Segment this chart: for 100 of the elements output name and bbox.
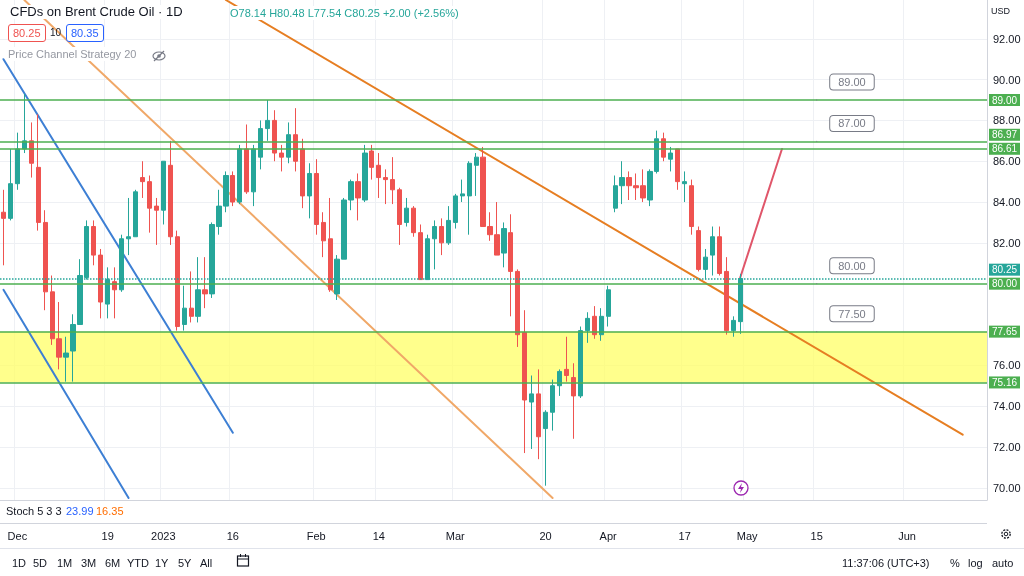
candlestick bbox=[453, 193, 458, 230]
candlestick bbox=[175, 230, 180, 332]
annotation: 77.50 bbox=[838, 307, 866, 320]
candlestick bbox=[536, 368, 541, 460]
candlestick bbox=[731, 315, 736, 338]
chart-title: CFDs on Brent Crude Oil · 1D bbox=[8, 4, 185, 19]
candlestick bbox=[390, 156, 395, 205]
text: 1M bbox=[57, 556, 73, 570]
candlestick bbox=[508, 213, 513, 317]
candlestick bbox=[15, 132, 20, 191]
text: 11:37:06 (UTC+3) bbox=[842, 556, 930, 570]
x-tick-label: 15 bbox=[810, 529, 823, 542]
candlestick bbox=[689, 179, 694, 236]
y-tick-label: 82.00 bbox=[993, 236, 1021, 249]
candlestick bbox=[98, 248, 103, 319]
candlestick bbox=[369, 144, 374, 181]
candlestick bbox=[1, 189, 6, 266]
candlestick bbox=[467, 160, 472, 236]
y-tick-label: 72.00 bbox=[993, 440, 1021, 453]
candlestick bbox=[112, 266, 117, 319]
text: 1Y bbox=[155, 556, 169, 570]
candlestick bbox=[328, 197, 333, 293]
candlestick bbox=[36, 113, 41, 232]
candlestick bbox=[578, 326, 583, 399]
candlestick bbox=[133, 189, 138, 238]
candlestick bbox=[522, 309, 527, 454]
y-tick-label: 70.00 bbox=[993, 481, 1021, 494]
candlestick bbox=[182, 285, 187, 332]
x-tick-label: 20 bbox=[539, 529, 552, 542]
text: 1D bbox=[12, 556, 27, 570]
candlestick bbox=[675, 148, 680, 191]
y-tick-label: 88.00 bbox=[993, 114, 1021, 127]
candlestick bbox=[606, 285, 611, 328]
x-tick-label: 14 bbox=[372, 529, 385, 542]
ref-line-label: 80.25 bbox=[992, 264, 1018, 276]
x-tick-label: Dec bbox=[7, 529, 28, 542]
text: All bbox=[200, 556, 213, 570]
text: auto bbox=[992, 556, 1014, 570]
candlestick bbox=[279, 144, 284, 172]
candlestick bbox=[383, 168, 388, 205]
annotation: Price Channel Strategy 20 bbox=[8, 47, 137, 61]
annotation: 80.00 bbox=[838, 259, 866, 272]
y-tick-label: 74.00 bbox=[993, 400, 1021, 413]
candlestick bbox=[321, 211, 326, 258]
annotation: 10 bbox=[50, 26, 62, 40]
text: Stoch 5 3 3 bbox=[6, 504, 62, 518]
candlestick bbox=[251, 144, 256, 207]
candlestick bbox=[682, 170, 687, 203]
candlestick bbox=[515, 268, 520, 348]
ref-line-label: 86.61 bbox=[992, 143, 1018, 155]
candlestick bbox=[550, 379, 555, 432]
candlestick bbox=[460, 179, 465, 203]
x-tick-label: Feb bbox=[306, 529, 326, 542]
candlestick bbox=[91, 219, 96, 266]
annotation: 89.00 bbox=[838, 76, 866, 88]
text: 3M bbox=[81, 556, 97, 570]
text: 23.99 bbox=[66, 504, 94, 518]
text: 6M bbox=[105, 556, 121, 570]
candlestick bbox=[710, 226, 715, 277]
ref-line-label: 86.97 bbox=[992, 129, 1018, 141]
x-tick-label: Apr bbox=[599, 529, 618, 542]
candlestick bbox=[592, 305, 597, 340]
candlestick bbox=[696, 226, 701, 272]
x-tick-label: 17 bbox=[678, 529, 691, 542]
candlestick bbox=[237, 144, 242, 205]
text: % bbox=[950, 556, 960, 570]
ref-line-label: 80.00 bbox=[992, 278, 1018, 290]
x-tick-label: 19 bbox=[101, 529, 114, 542]
candlestick bbox=[168, 140, 173, 246]
candlestick bbox=[668, 146, 673, 172]
candlestick bbox=[189, 270, 194, 323]
candlestick bbox=[404, 197, 409, 228]
text: 16.35 bbox=[96, 504, 124, 518]
candlestick bbox=[529, 375, 534, 450]
candlestick bbox=[147, 175, 152, 234]
candlestick bbox=[432, 219, 437, 270]
ref-line-label: 75.16 bbox=[992, 376, 1018, 388]
candlestick bbox=[43, 209, 48, 311]
candlestick bbox=[307, 162, 312, 219]
text: 5Y bbox=[178, 556, 192, 570]
candlestick bbox=[446, 205, 451, 246]
candlestick bbox=[300, 138, 305, 209]
candlestick bbox=[439, 217, 444, 256]
x-tick-label: May bbox=[736, 529, 759, 542]
annotation: 80.25 bbox=[8, 24, 46, 42]
candlestick bbox=[362, 144, 368, 203]
candlestick bbox=[571, 362, 576, 440]
candlestick bbox=[585, 311, 590, 344]
candlestick bbox=[126, 197, 131, 256]
annotation: O78.14 H80.48 L77.54 C80.25 +2.00 (+2.56%) bbox=[230, 6, 459, 20]
annotation: 87.00 bbox=[838, 117, 866, 130]
candlestick bbox=[314, 158, 319, 236]
y-tick-label: 90.00 bbox=[993, 73, 1021, 86]
y-tick-label: 86.00 bbox=[993, 155, 1021, 168]
candlestick bbox=[501, 221, 507, 268]
candlestick bbox=[202, 256, 208, 309]
candlestick bbox=[376, 152, 381, 199]
candlestick bbox=[724, 256, 729, 336]
candlestick bbox=[411, 205, 416, 238]
text: YTD bbox=[127, 556, 149, 570]
